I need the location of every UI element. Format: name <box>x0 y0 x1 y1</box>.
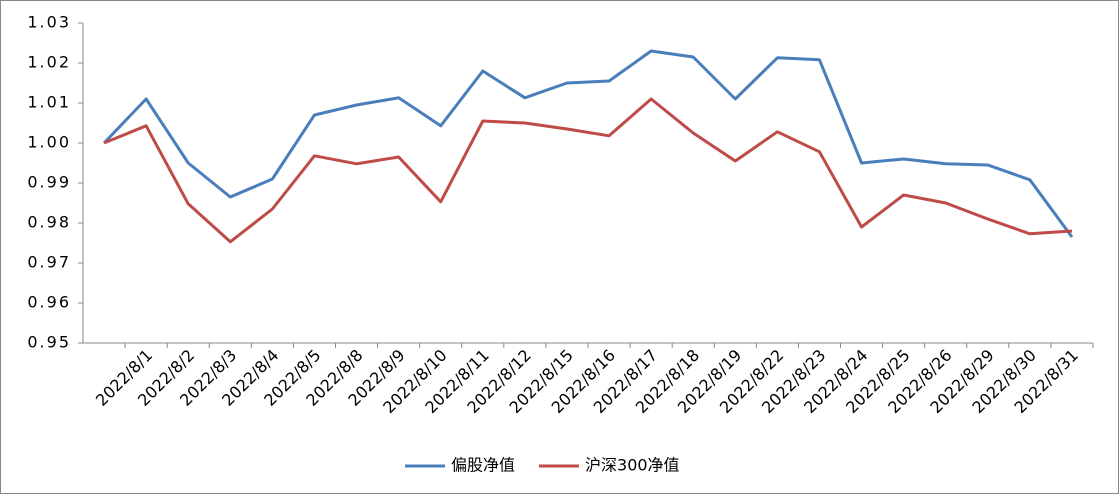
series-line <box>103 97 1073 244</box>
y-tick-label: 0.98 <box>27 213 71 232</box>
legend-label: 沪深300净值 <box>585 456 680 475</box>
y-tick-label: 0.99 <box>27 173 71 192</box>
y-tick-label: 1.01 <box>27 93 71 112</box>
y-tick-label: 0.96 <box>27 293 71 312</box>
legend-label: 偏股净值 <box>451 456 515 475</box>
y-tick-label: 1.02 <box>27 53 71 72</box>
y-tick-label: 0.95 <box>27 333 71 352</box>
y-tick-label: 1.00 <box>27 133 71 152</box>
y-tick-label: 1.03 <box>27 13 71 32</box>
series-line <box>102 49 1074 238</box>
y-tick-label: 0.97 <box>27 253 71 272</box>
